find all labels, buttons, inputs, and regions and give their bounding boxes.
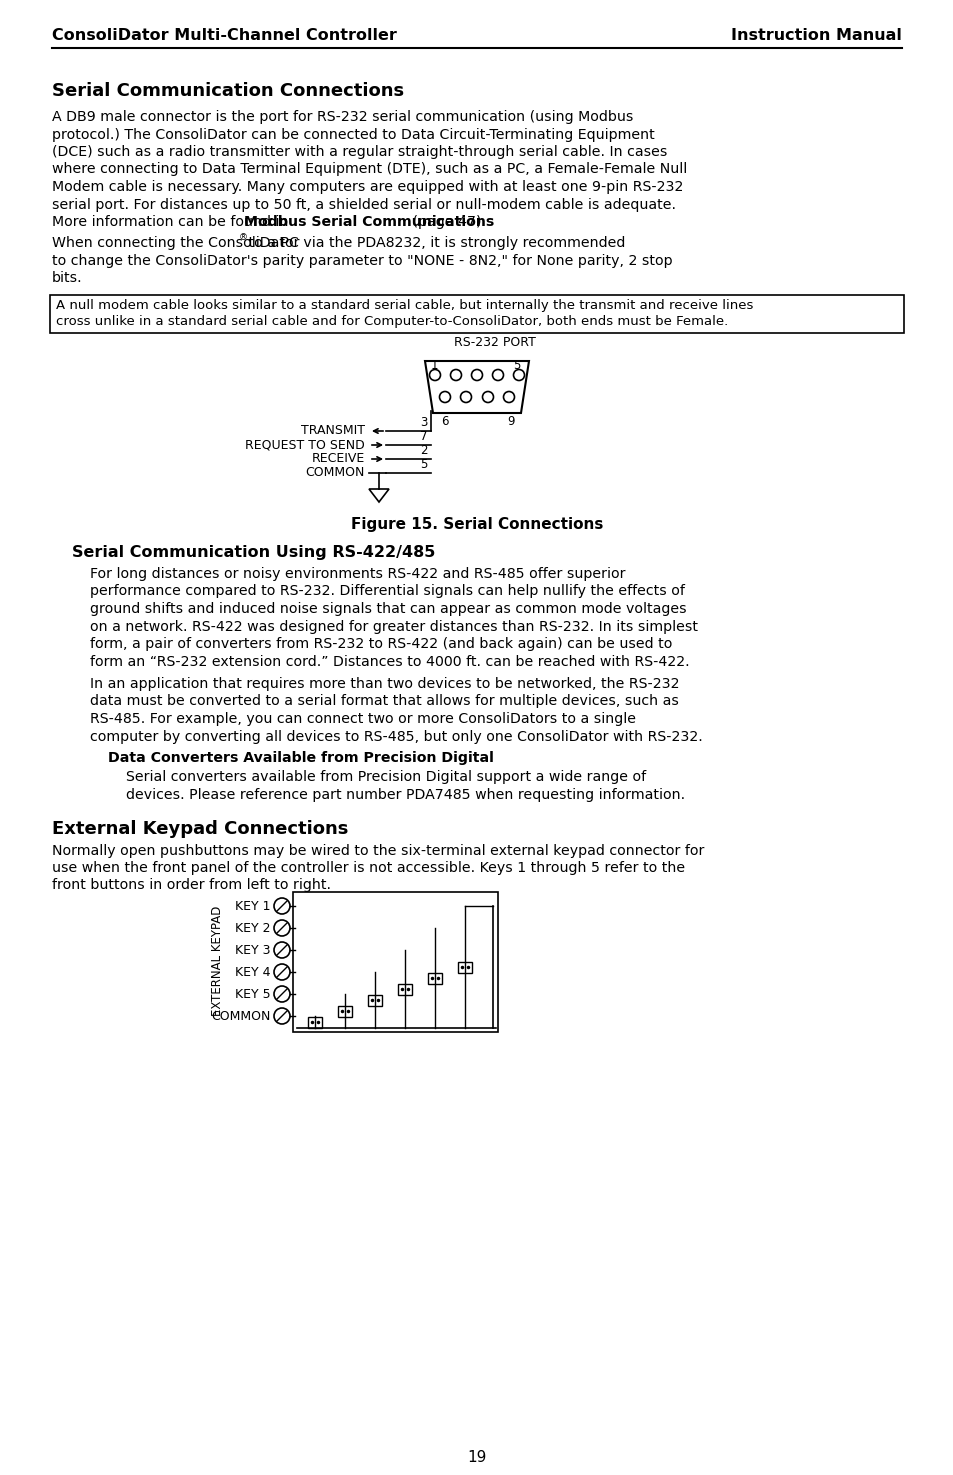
Text: 19: 19: [467, 1450, 486, 1465]
Text: to change the ConsoliDator's parity parameter to "NONE - 8N2," for None parity, : to change the ConsoliDator's parity para…: [52, 254, 672, 268]
Text: devices. Please reference part number PDA7485 when requesting information.: devices. Please reference part number PD…: [126, 788, 684, 802]
Text: REQUEST TO SEND: REQUEST TO SEND: [245, 438, 365, 451]
Text: (DCE) such as a radio transmitter with a regular straight-through serial cable. : (DCE) such as a radio transmitter with a…: [52, 145, 667, 159]
Bar: [308, 1016, 322, 1028]
Text: A null modem cable looks similar to a standard serial cable, but internally the : A null modem cable looks similar to a st…: [56, 299, 753, 313]
Text: KEY 1: KEY 1: [235, 900, 271, 913]
Text: Figure 15. Serial Connections: Figure 15. Serial Connections: [351, 518, 602, 532]
Text: More information can be found in: More information can be found in: [52, 215, 293, 229]
Text: form an “RS-232 extension cord.” Distances to 4000 ft. can be reached with RS-42: form an “RS-232 extension cord.” Distanc…: [90, 655, 689, 668]
Text: on a network. RS-422 was designed for greater distances than RS-232. In its simp: on a network. RS-422 was designed for gr…: [90, 620, 698, 633]
Text: In an application that requires more than two devices to be networked, the RS-23: In an application that requires more tha…: [90, 677, 679, 690]
Text: 2: 2: [420, 444, 428, 457]
Bar: [337, 1006, 352, 1016]
Text: External Keypad Connections: External Keypad Connections: [52, 820, 348, 838]
Text: Instruction Manual: Instruction Manual: [730, 28, 901, 43]
Text: Normally open pushbuttons may be wired to the six-terminal external keypad conne: Normally open pushbuttons may be wired t…: [52, 844, 703, 857]
Text: Serial Communication Connections: Serial Communication Connections: [52, 83, 404, 100]
Text: cross unlike in a standard serial cable and for Computer-to-ConsoliDator, both e: cross unlike in a standard serial cable …: [56, 316, 727, 327]
Text: RS-232 PORT: RS-232 PORT: [454, 336, 536, 350]
Text: Serial Communication Using RS-422/485: Serial Communication Using RS-422/485: [71, 544, 435, 560]
Text: RECEIVE: RECEIVE: [312, 453, 365, 466]
Text: ground shifts and induced noise signals that can appear as common mode voltages: ground shifts and induced noise signals …: [90, 602, 686, 617]
Text: KEY 5: KEY 5: [235, 987, 271, 1000]
Text: performance compared to RS-232. Differential signals can help nullify the effect: performance compared to RS-232. Differen…: [90, 584, 684, 599]
Text: COMMON: COMMON: [212, 1009, 271, 1022]
Text: 7: 7: [420, 431, 428, 442]
Text: KEY 3: KEY 3: [235, 944, 271, 956]
Text: serial port. For distances up to 50 ft, a shielded serial or null-modem cable is: serial port. For distances up to 50 ft, …: [52, 198, 676, 211]
Text: 5: 5: [420, 459, 428, 471]
Text: protocol.) The ConsoliDator can be connected to Data Circuit-Terminating Equipme: protocol.) The ConsoliDator can be conne…: [52, 127, 654, 142]
Text: to a PC via the PDA8232, it is strongly recommended: to a PC via the PDA8232, it is strongly …: [244, 236, 625, 251]
Text: ConsoliDator Multi-Channel Controller: ConsoliDator Multi-Channel Controller: [52, 28, 396, 43]
Text: When connecting the ConsoliDator: When connecting the ConsoliDator: [52, 236, 299, 251]
Text: 5: 5: [513, 358, 520, 372]
Text: ®: ®: [238, 233, 247, 242]
Text: 6: 6: [440, 414, 448, 428]
Bar: [457, 962, 472, 972]
Text: A DB9 male connector is the port for RS-232 serial communication (using Modbus: A DB9 male connector is the port for RS-…: [52, 111, 633, 124]
Text: form, a pair of converters from RS-232 to RS-422 (and back again) can be used to: form, a pair of converters from RS-232 t…: [90, 637, 672, 650]
Text: COMMON: COMMON: [305, 466, 365, 479]
Text: TRANSMIT: TRANSMIT: [301, 425, 365, 438]
Text: Data Converters Available from Precision Digital: Data Converters Available from Precision…: [108, 751, 494, 766]
Text: 9: 9: [507, 414, 515, 428]
Text: bits.: bits.: [52, 271, 83, 286]
Polygon shape: [424, 361, 529, 413]
Bar: [293, 892, 497, 1032]
Bar: [368, 994, 381, 1006]
Text: EXTERNAL KEYPAD: EXTERNAL KEYPAD: [212, 906, 224, 1016]
Bar: [428, 972, 441, 984]
Text: KEY 4: KEY 4: [235, 966, 271, 978]
Text: For long distances or noisy environments RS-422 and RS-485 offer superior: For long distances or noisy environments…: [90, 566, 625, 581]
Text: data must be converted to a serial format that allows for multiple devices, such: data must be converted to a serial forma…: [90, 695, 679, 708]
Text: Serial converters available from Precision Digital support a wide range of: Serial converters available from Precisi…: [126, 770, 645, 785]
Text: Modem cable is necessary. Many computers are equipped with at least one 9-pin RS: Modem cable is necessary. Many computers…: [52, 180, 682, 195]
Text: 1: 1: [431, 358, 438, 372]
Text: (page 47): (page 47): [407, 215, 480, 229]
Text: use when the front panel of the controller is not accessible. Keys 1 through 5 r: use when the front panel of the controll…: [52, 861, 684, 875]
Text: where connecting to Data Terminal Equipment (DTE), such as a PC, a Female-Female: where connecting to Data Terminal Equipm…: [52, 162, 686, 177]
Bar: [397, 984, 412, 994]
Text: 3: 3: [420, 416, 428, 429]
Text: computer by converting all devices to RS-485, but only one ConsoliDator with RS-: computer by converting all devices to RS…: [90, 730, 702, 743]
Polygon shape: [369, 490, 389, 502]
Text: RS-485. For example, you can connect two or more ConsoliDators to a single: RS-485. For example, you can connect two…: [90, 712, 636, 726]
Bar: [50, 295, 903, 333]
Text: KEY 2: KEY 2: [235, 922, 271, 935]
Text: Modbus Serial Communications: Modbus Serial Communications: [244, 215, 494, 229]
Text: front buttons in order from left to right.: front buttons in order from left to righ…: [52, 879, 331, 892]
